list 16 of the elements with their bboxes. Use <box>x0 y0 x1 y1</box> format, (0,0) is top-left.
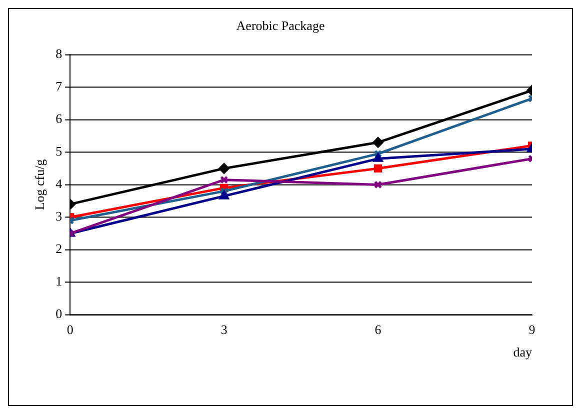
y-axis-title: Log cfu/g <box>32 158 48 210</box>
y-tick-label: 0 <box>56 306 62 322</box>
x-axis-title: day <box>513 344 532 360</box>
x-tick-label: 0 <box>66 322 74 338</box>
y-tick-label: 6 <box>56 111 63 126</box>
y-tick-label: 8 <box>56 46 62 62</box>
x-tick-label: 6 <box>374 322 382 338</box>
x-tick-label: 9 <box>528 322 536 338</box>
y-tick-label: 5 <box>56 144 62 159</box>
y-tick-label: 2 <box>56 241 62 256</box>
y-tick-label: 3 <box>56 208 62 224</box>
x-tick-label: 3 <box>220 322 228 338</box>
chart-title: Aerobic Package <box>236 18 325 34</box>
y-tick-label: 1 <box>56 274 62 289</box>
y-tick-label: 4 <box>56 176 63 192</box>
y-tick-label: 7 <box>56 78 63 94</box>
